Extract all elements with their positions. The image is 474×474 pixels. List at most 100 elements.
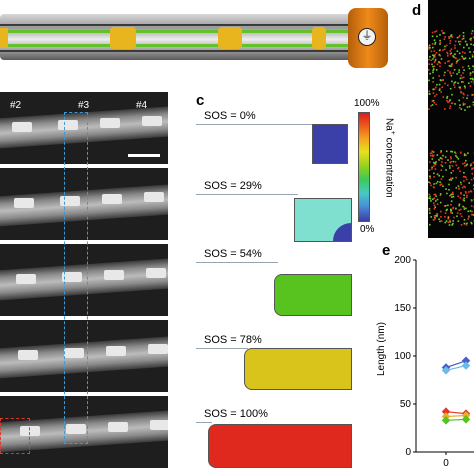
edx-dot (457, 82, 459, 84)
edx-dot (433, 161, 435, 164)
micrograph-label-2: #2 (10, 100, 22, 111)
edx-dot (471, 210, 473, 213)
edx-dot (458, 188, 460, 190)
edx-dot (441, 79, 443, 82)
edx-dot (463, 46, 465, 49)
edx-dot (456, 50, 459, 52)
edx-dot (464, 52, 466, 54)
edx-dot (429, 175, 431, 178)
edx-dot (441, 158, 443, 160)
edx-dot (435, 195, 437, 197)
edx-dot (432, 99, 435, 102)
edx-dot (457, 185, 460, 187)
edx-dot (433, 50, 436, 52)
edx-dot (428, 93, 431, 95)
edx-dot (429, 182, 431, 184)
edx-dot (430, 200, 432, 202)
edx-dot (449, 161, 451, 164)
edx-dot (433, 54, 436, 57)
edx-dot (457, 167, 459, 170)
schematic-wire-top (0, 24, 360, 26)
edx-dot (436, 154, 439, 156)
edx-dot (451, 63, 454, 65)
edx-dot (429, 195, 431, 198)
edx-dot (455, 155, 457, 157)
edx-dot (470, 178, 473, 181)
edx-dot (432, 77, 434, 79)
edx-dot (432, 198, 434, 200)
edx-dot (438, 89, 441, 91)
edx-dot (446, 192, 448, 195)
edx-dot (458, 71, 460, 73)
edx-dot (459, 43, 461, 46)
micrograph-label-3: #3 (78, 100, 90, 111)
sos-shape (294, 198, 352, 242)
edx-dot (456, 60, 458, 63)
sos-label: SOS = 0% (204, 110, 256, 122)
edx-dot (463, 85, 466, 87)
edx-dot (436, 63, 439, 66)
edx-dot (464, 165, 466, 167)
edx-dot (470, 199, 473, 202)
edx-dot (450, 194, 452, 196)
edx-dot (468, 105, 471, 108)
y-tick-label: 100 (394, 351, 411, 362)
edx-dot (463, 185, 465, 188)
edx-dot (441, 165, 444, 167)
edx-dot (433, 172, 435, 175)
edx-dot (465, 207, 467, 210)
edx-dot (439, 87, 441, 90)
series-point (461, 361, 471, 370)
sos-baseline (196, 124, 316, 125)
edx-dot (432, 46, 434, 49)
edx-dot (455, 207, 457, 210)
edx-dot (472, 44, 474, 46)
edx-dot (466, 196, 468, 199)
edx-dot (461, 186, 464, 189)
edx-dot (434, 58, 437, 61)
edx-dot (450, 160, 453, 163)
edx-dot (455, 62, 458, 64)
edx-dot (445, 220, 448, 222)
edx-dot (453, 56, 455, 58)
edx-dot (439, 62, 442, 64)
nanowire-segment (150, 420, 168, 430)
nanowire-segment (144, 192, 164, 202)
edx-dot (461, 38, 464, 40)
edx-dot (450, 48, 453, 50)
edx-dot (449, 219, 451, 222)
edx-dot (439, 54, 442, 57)
edx-dot (466, 106, 469, 108)
edx-dot (471, 77, 474, 80)
edx-dot (464, 103, 466, 105)
edx-dot (452, 170, 454, 172)
edx-dot (429, 55, 431, 58)
edx-dot (449, 195, 451, 197)
schematic-segment (312, 27, 326, 49)
edx-dot (432, 65, 434, 68)
edx-dot (449, 88, 452, 90)
series-point (441, 416, 451, 425)
edx-dot (431, 166, 433, 169)
edx-dot (430, 154, 432, 157)
edx-dot (429, 177, 431, 179)
edx-dot (439, 193, 442, 195)
edx-dot (462, 72, 464, 74)
panel-label-c: c (196, 92, 205, 109)
edx-dot (440, 183, 443, 185)
edx-dot (467, 152, 469, 154)
edx-dot (457, 59, 459, 62)
edx-dot (461, 81, 463, 83)
edx-dot (432, 219, 435, 221)
edx-dot (449, 65, 452, 67)
sos-baseline (196, 194, 298, 195)
edx-dot (435, 86, 437, 89)
edx-dot (430, 216, 432, 218)
nanowire-segment (102, 194, 122, 204)
edx-map (428, 0, 474, 238)
edx-dot (463, 172, 465, 174)
edx-dot (451, 224, 453, 226)
edx-dot (453, 86, 456, 89)
edx-dot (429, 197, 432, 200)
edx-dot (443, 48, 446, 51)
